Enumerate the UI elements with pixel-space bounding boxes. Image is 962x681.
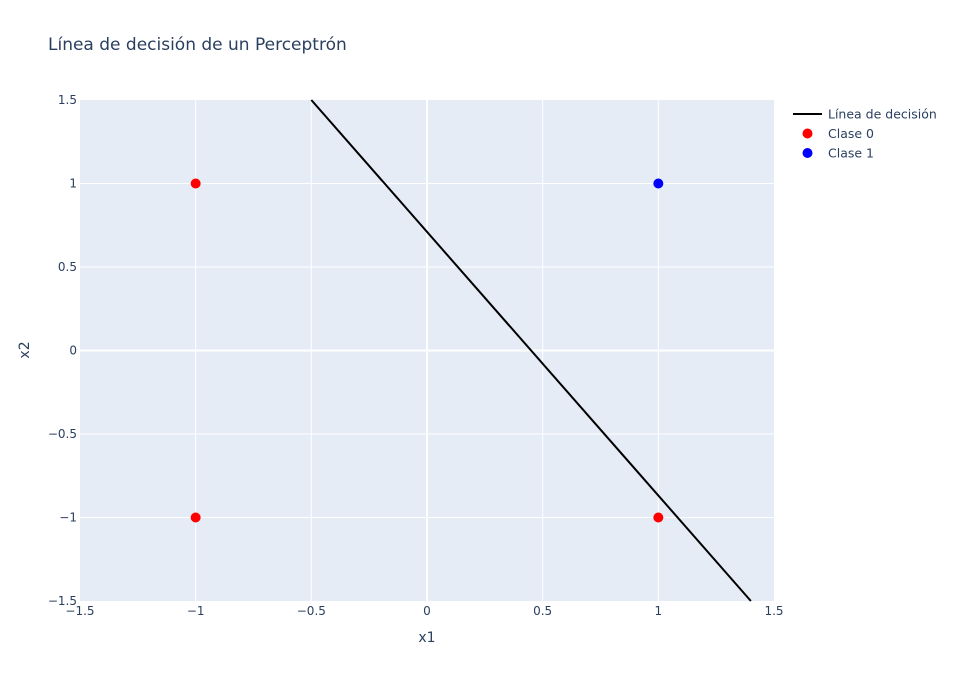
x-axis-ticks: −1.5 −1 −0.5 0 0.5 1 1.5 [65,604,783,618]
data-point[interactable] [653,178,664,189]
legend-item[interactable]: Clase 0 [802,126,875,141]
legend-marker-swatch [802,128,813,139]
series-l-nea-de-decisi-n [310,99,752,602]
x-tick-label: −1.5 [65,604,94,618]
x-tick-label: 0 [423,604,431,618]
legend-marker-swatch [802,148,813,158]
data-point[interactable] [653,512,664,523]
legend-item[interactable]: Línea de decisión [793,107,937,122]
legend-label: Línea de decisión [828,107,937,122]
decision-line [310,99,752,602]
y-axis-ticks: −1.5 −1 −0.5 0 0.5 1 1.5 [48,93,77,608]
legend-label: Clase 0 [828,126,874,141]
legend-label: Clase 1 [828,146,874,161]
legend-item[interactable]: Clase 1 [802,146,875,161]
y-tick-label: 1.5 [58,93,77,107]
legend[interactable]: Línea de decisión Clase 0 Clase 1 [793,107,937,161]
y-axis-title: x2 [17,341,33,358]
x-tick-label: 1.5 [764,604,783,618]
data-point[interactable] [190,178,201,189]
series-clase-1 [653,178,664,189]
x-tick-label: −0.5 [297,604,326,618]
y-tick-label: −1.5 [48,594,77,608]
x-tick-label: 1 [655,604,663,618]
x-tick-label: −1 [187,604,205,618]
y-tick-label: 0.5 [58,260,77,274]
x-axis-title: x1 [418,630,435,646]
y-tick-label: 1 [69,177,77,191]
series-layer [190,99,752,602]
data-point[interactable] [190,512,201,523]
y-tick-label: 0 [69,344,77,358]
x-tick-label: 0.5 [533,604,552,618]
series-clase-0 [190,178,664,523]
y-tick-label: −1 [59,511,77,525]
y-tick-label: −0.5 [48,427,77,441]
chart-title: Línea de decisión de un Perceptrón [48,35,347,55]
